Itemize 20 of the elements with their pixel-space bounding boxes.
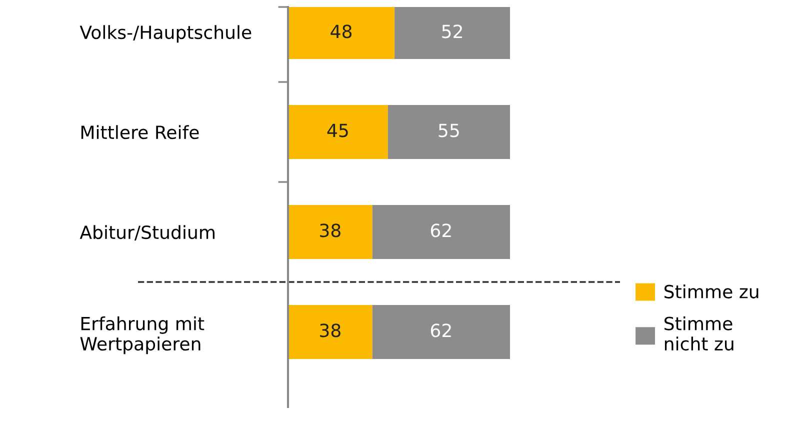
bar — [288, 205, 372, 259]
bar — [288, 105, 388, 159]
legend-label: Stimme nicht zu — [664, 316, 734, 351]
data-label: 48 — [330, 24, 352, 38]
y-tick-label: Abitur/Studium — [80, 225, 214, 241]
y-tick-label: Mittlere Reife — [81, 125, 199, 140]
data-label: 45 — [327, 124, 348, 138]
y-tick-label: Erfahrung mit Wertpapieren — [80, 316, 204, 354]
data-label: 62 — [430, 224, 451, 238]
bar — [288, 305, 372, 359]
bar — [388, 105, 510, 159]
data-label: 38 — [320, 224, 340, 238]
legend-label: Stimme zu — [664, 284, 758, 298]
bar — [372, 205, 510, 259]
data-label: 38 — [320, 324, 340, 338]
y-tick-label: Volks-/Hauptschule — [80, 25, 252, 43]
data-label: 62 — [430, 324, 451, 338]
bar — [372, 305, 510, 359]
data-label: 55 — [438, 124, 459, 138]
data-label: 52 — [442, 24, 462, 38]
